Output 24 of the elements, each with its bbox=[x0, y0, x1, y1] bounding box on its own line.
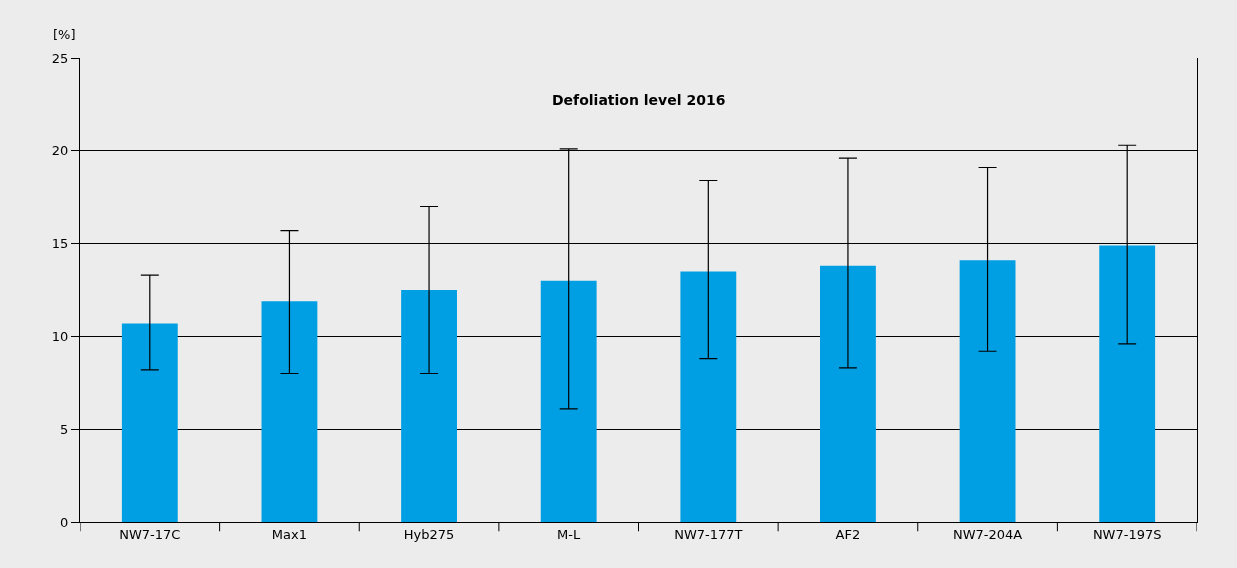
x-tick-label: M-L bbox=[557, 526, 582, 542]
y-tick-label: 25 bbox=[51, 50, 69, 66]
bar bbox=[959, 260, 1016, 522]
bar bbox=[121, 323, 178, 522]
x-tick-label: NW7-177T bbox=[674, 526, 743, 542]
bar bbox=[820, 265, 876, 522]
y-tick-label: 15 bbox=[51, 236, 69, 252]
bar bbox=[1099, 245, 1156, 522]
bar bbox=[261, 301, 318, 522]
y-tick-label: 0 bbox=[60, 514, 69, 530]
bar bbox=[540, 280, 597, 522]
x-tick-label: AF2 bbox=[835, 526, 861, 542]
x-tick-label: NW7-17C bbox=[119, 526, 181, 542]
y-axis-title: [%] bbox=[53, 27, 76, 42]
bar bbox=[680, 271, 737, 522]
y-tick-label: 10 bbox=[51, 328, 69, 344]
x-tick-label: Hyb275 bbox=[403, 526, 455, 542]
text: Defoliation level 2016 bbox=[552, 92, 726, 108]
x-tick-label: NW7-197S bbox=[1092, 526, 1162, 542]
y-tick-label: 20 bbox=[51, 143, 69, 159]
bar bbox=[401, 290, 457, 522]
y-tick-label: 5 bbox=[60, 421, 69, 437]
x-tick-label: NW7-204A bbox=[952, 526, 1023, 542]
x-tick-label: Max1 bbox=[271, 526, 308, 542]
